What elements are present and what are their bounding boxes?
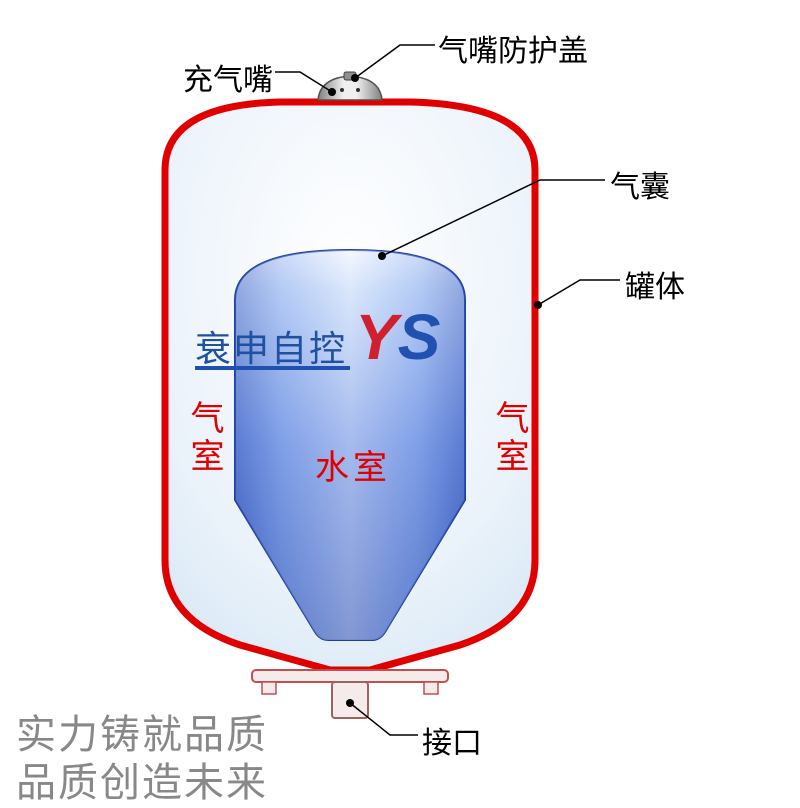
watermark-text: 衰申自控 <box>195 320 347 372</box>
label-bladder: 气囊 <box>610 162 670 206</box>
foot-left <box>262 682 276 694</box>
label-valve-cap: 气嘴防护盖 <box>438 26 588 70</box>
slogan-line2: 品质创造未来 <box>16 750 268 808</box>
label-air-chamber-left: 气室 <box>180 400 229 476</box>
watermark-logo: YS <box>355 300 440 374</box>
diagram-svg <box>0 0 800 800</box>
label-connector: 接口 <box>422 718 482 762</box>
foot-right <box>424 682 438 694</box>
watermark-underline <box>195 366 350 370</box>
label-water-chamber: 水室 <box>315 440 391 489</box>
label-air-chamber-right: 气室 <box>485 400 534 476</box>
diagram-container: 气嘴防护盖 充气嘴 气囊 罐体 接口 气室 气室 水室 衰申自控 YS 实力铸就… <box>0 0 800 800</box>
base-plate <box>252 670 448 682</box>
label-tank-body: 罐体 <box>625 262 685 306</box>
label-air-valve: 充气嘴 <box>183 55 273 99</box>
